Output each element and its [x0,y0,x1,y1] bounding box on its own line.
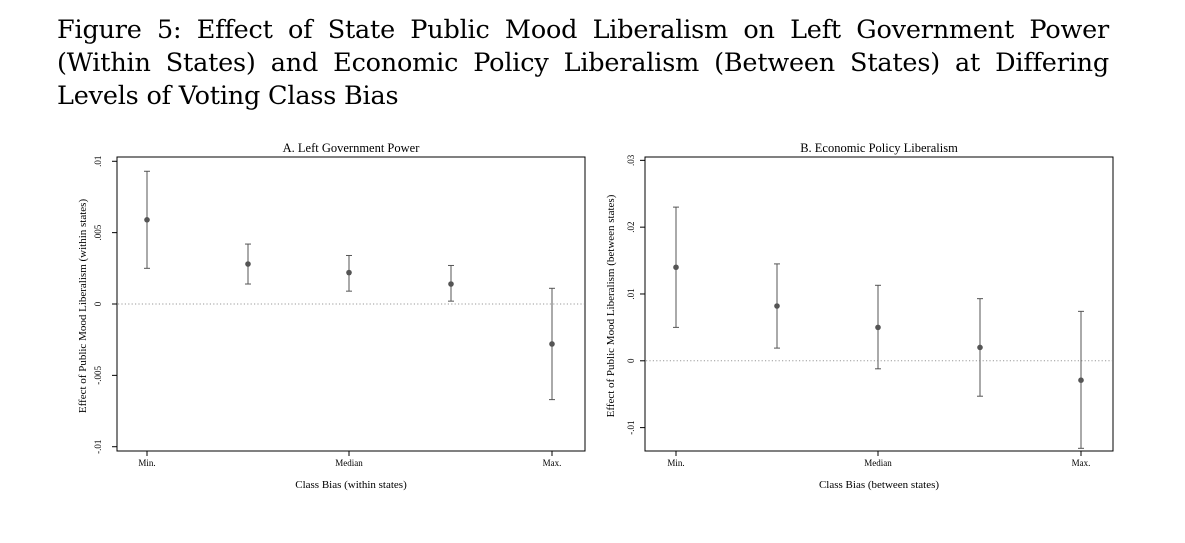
chart-0-x-tick-label: Median [335,458,363,468]
chart-0-point-estimate-1 [245,261,251,267]
chart-0-point-estimate-3 [448,281,454,287]
chart-0-point-estimate-4 [549,341,555,347]
chart-1-point-estimate-4 [1078,377,1084,383]
chart-0-x-tick-label: Max. [543,458,562,468]
chart-0-y-tick-label: -.01 [93,440,103,454]
chart-panel-left-government-power: A. Left Government Power -.01 -.005 0 .005 .0… [77,141,586,491]
figure-caption: Figure 5: Effect of State Public Mood Li… [57,15,1109,111]
chart-0-y-tick-label: 0 [93,301,103,306]
chart-1-plot-frame [644,156,1114,452]
chart-1-y-tick-label: .01 [626,288,636,299]
chart-0-point-estimate-2 [346,269,352,276]
chart-0-x-tick-label: Min. [138,458,155,468]
chart-0-y-tick-label: -.005 [93,365,103,384]
chart-1-x-axis-title: Class Bias (between states) [819,479,939,491]
chart-0-y-tick-label: .01 [93,156,103,167]
chart-1-x-tick-label: Min. [667,458,684,468]
chart-1-x-tick-label: Max. [1072,458,1091,468]
chart-1-y-tick-label: .03 [626,154,636,166]
chart-1-title: B. Economic Policy Liberalism [800,141,958,155]
chart-panel-economic-policy-liberalism: B. Economic Policy Liberalism -.01 0 .01 .02… [605,141,1114,491]
chart-1-y-tick-label: -.01 [626,420,636,434]
chart-1-point-estimate-0 [673,264,679,271]
chart-1-point-estimate-1 [774,303,780,309]
chart-0-y-axis-title: Effect of Public Mood Liberalism (within… [77,199,89,414]
chart-0-x-axis-title: Class Bias (within states) [295,479,407,491]
chart-0-title: A. Left Government Power [283,141,421,155]
chart-1-y-axis-title: Effect of Public Mood Liberalism (betwee… [605,194,617,417]
chart-1-y-tick-label: 0 [626,358,636,363]
chart-0-point-estimate-0 [144,216,150,223]
chart-0-y-tick-label: .005 [93,224,103,240]
chart-1-x-tick-label: Median [864,458,892,468]
chart-1-y-tick-label: .02 [626,222,636,233]
chart-1-point-estimate-3 [977,344,983,351]
chart-1-point-estimate-2 [875,324,881,331]
